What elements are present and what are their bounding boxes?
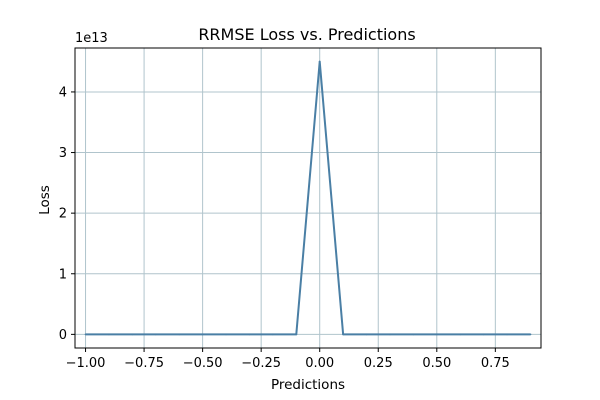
y-tick-label: 4 — [59, 85, 67, 100]
data-point — [131, 333, 134, 336]
y-tick-label: 1 — [59, 267, 67, 282]
data-point — [389, 333, 391, 336]
y-axis: 0 1 2 3 4 — [59, 85, 75, 343]
y-axis-label: Loss — [37, 185, 53, 215]
data-point — [482, 333, 485, 336]
series-line — [85, 60, 531, 336]
data-point — [318, 60, 321, 63]
series-group — [84, 60, 532, 336]
data-point — [108, 333, 110, 336]
data-point — [342, 333, 345, 336]
data-point — [271, 333, 274, 336]
axes-frame — [74, 47, 542, 349]
chart-title: RRMSE Loss vs. Predictions — [198, 25, 415, 44]
data-point — [435, 333, 438, 336]
x-tick-label: −0.50 — [183, 356, 223, 371]
data-point — [178, 333, 181, 336]
y-offset-label: 1e13 — [75, 31, 108, 46]
y-tick-label: 3 — [59, 146, 67, 161]
y-tick-label: 2 — [59, 207, 67, 222]
data-point — [459, 333, 462, 336]
data-point — [529, 333, 532, 336]
x-axis-label: Predictions — [271, 377, 345, 393]
data-point — [154, 333, 157, 336]
data-point — [506, 333, 508, 336]
data-point — [365, 333, 368, 336]
x-tick-label: 0.50 — [422, 356, 451, 371]
data-point — [201, 333, 204, 336]
data-point — [225, 333, 227, 336]
x-tick-label: −0.75 — [124, 356, 164, 371]
data-point — [248, 333, 251, 336]
x-tick-label: −0.25 — [241, 356, 281, 371]
x-tick-label: 0.00 — [305, 356, 334, 371]
x-tick-label: 0.75 — [481, 356, 510, 371]
data-point — [295, 333, 298, 336]
x-tick-label: −1.00 — [66, 356, 106, 371]
x-axis: −1.00 −0.75 −0.50 −0.25 0.00 0.25 0.50 0.75 — [66, 348, 510, 371]
y-tick-label: 0 — [59, 328, 67, 343]
x-tick-label: 0.25 — [364, 356, 393, 371]
data-point — [84, 333, 87, 336]
data-point — [412, 333, 415, 336]
grid — [75, 48, 541, 348]
